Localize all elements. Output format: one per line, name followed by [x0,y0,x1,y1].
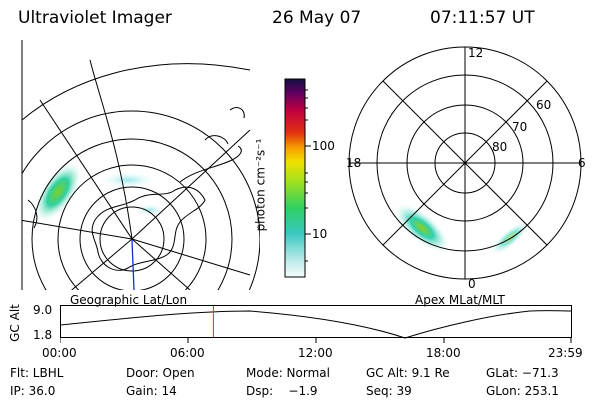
date-label: 26 May 07 [272,8,362,28]
aurora-patch [394,203,450,253]
info-gc-alt: GC Alt: 9.1 Re [366,366,450,380]
colorbar-tick-100: 100 [312,139,335,153]
aurora-patch [490,221,530,255]
info-mode: Mode: Normal [246,366,330,380]
altitude-ylabel: GC Alt [7,304,22,342]
altitude-xtick-1800: 18:00 [426,346,461,360]
info-gain: Gain: 14 [126,384,177,398]
apex-caption: Apex MLat/MLT [415,293,505,307]
mlat-label-60: 60 [536,98,552,112]
altitude-xtick-1200: 12:00 [298,346,333,360]
mlt-label-18: 18 [346,156,362,170]
instrument-title: Ultraviolet Imager [18,8,172,28]
info-glat: GLat: −71.3 [486,366,559,380]
mlt-label-0: 0 [468,277,476,291]
aurora-patch [100,172,156,188]
info-seq: Seq: 39 [366,384,412,398]
colorbar-tick-10: 10 [312,227,328,241]
magnetic-polar-map [348,46,582,280]
info-glon: GLon: 253.1 [486,384,559,398]
altitude-plot [60,305,572,343]
altitude-xtick-2359: 23:59 [548,346,583,360]
altitude-ytick-9: 9.0 [33,303,53,317]
altitude-ytick-1: 1.8 [33,328,53,342]
time-label: 07:11:57 UT [430,8,535,28]
mlat-label-70: 70 [512,120,528,134]
info-filter: Flt: LBHL [10,366,64,380]
geographic-caption: Geographic Lat/Lon [70,293,188,307]
aurora-patch [136,204,164,216]
mlat-label-80: 80 [492,140,508,154]
info-ip: IP: 36.0 [10,384,56,398]
colorbar [284,78,311,278]
info-door: Door: Open [126,366,195,380]
altitude-xtick-0600: 06:00 [170,346,205,360]
geographic-map [21,40,260,290]
info-dsp: Dsp: −1.9 [246,384,318,398]
mlt-label-12: 12 [468,46,484,60]
altitude-xtick-0000: 00:00 [42,346,77,360]
colorbar-label: photon cm⁻²s⁻¹ [253,138,268,232]
aurora-patch [34,162,82,222]
mlt-label-6: 6 [578,156,586,170]
